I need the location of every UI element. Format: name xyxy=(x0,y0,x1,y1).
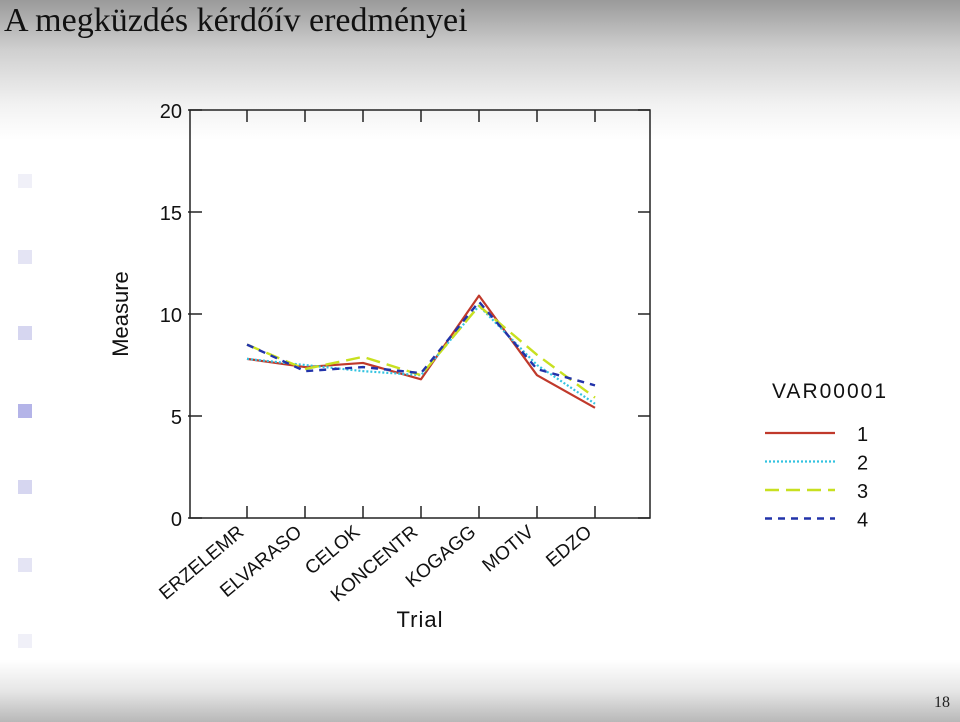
x-axis: ERZELEMRELVARASOCELOKKONCENTRKOGAGGMOTIV… xyxy=(155,110,596,606)
y-axis: 0 5 10 15 20 xyxy=(160,101,650,531)
x-tick-label: MOTIV xyxy=(479,522,539,577)
series-line-1 xyxy=(246,294,596,409)
y-tick-label: 5 xyxy=(171,407,182,429)
legend-title: VAR00001 xyxy=(772,380,888,403)
series-group xyxy=(246,294,596,409)
y-tick-label: 15 xyxy=(160,203,182,225)
bullet-square xyxy=(18,326,32,340)
y-tick-label: 10 xyxy=(160,305,182,327)
series-line-4 xyxy=(246,300,596,387)
x-tick-label: EDZO xyxy=(542,522,596,572)
slide-title: A megküzdés kérdőív eredményei xyxy=(4,2,468,39)
x-axis-label: Trial xyxy=(397,607,444,632)
title-background-band xyxy=(0,0,960,140)
bullet-square xyxy=(18,634,32,648)
y-tick-label: 20 xyxy=(160,101,182,123)
legend-label: 4 xyxy=(857,510,868,532)
legend: VAR00001 1 2 3 4 xyxy=(765,380,888,532)
y-axis-label: Measure xyxy=(108,271,133,357)
y-tick-label: 0 xyxy=(171,509,182,531)
bullet-square xyxy=(18,174,32,188)
legend-label: 1 xyxy=(857,424,868,446)
legend-label: 2 xyxy=(857,453,868,475)
plot-frame xyxy=(189,109,651,519)
bullet-square xyxy=(18,250,32,264)
series-line-2 xyxy=(246,304,596,405)
series-line-3 xyxy=(246,304,596,399)
bullet-square xyxy=(18,404,32,418)
page-number: 18 xyxy=(934,694,950,711)
footer-background-band xyxy=(0,660,960,722)
bullet-square xyxy=(18,558,32,572)
bullet-square xyxy=(18,480,32,494)
legend-label: 3 xyxy=(857,481,868,503)
